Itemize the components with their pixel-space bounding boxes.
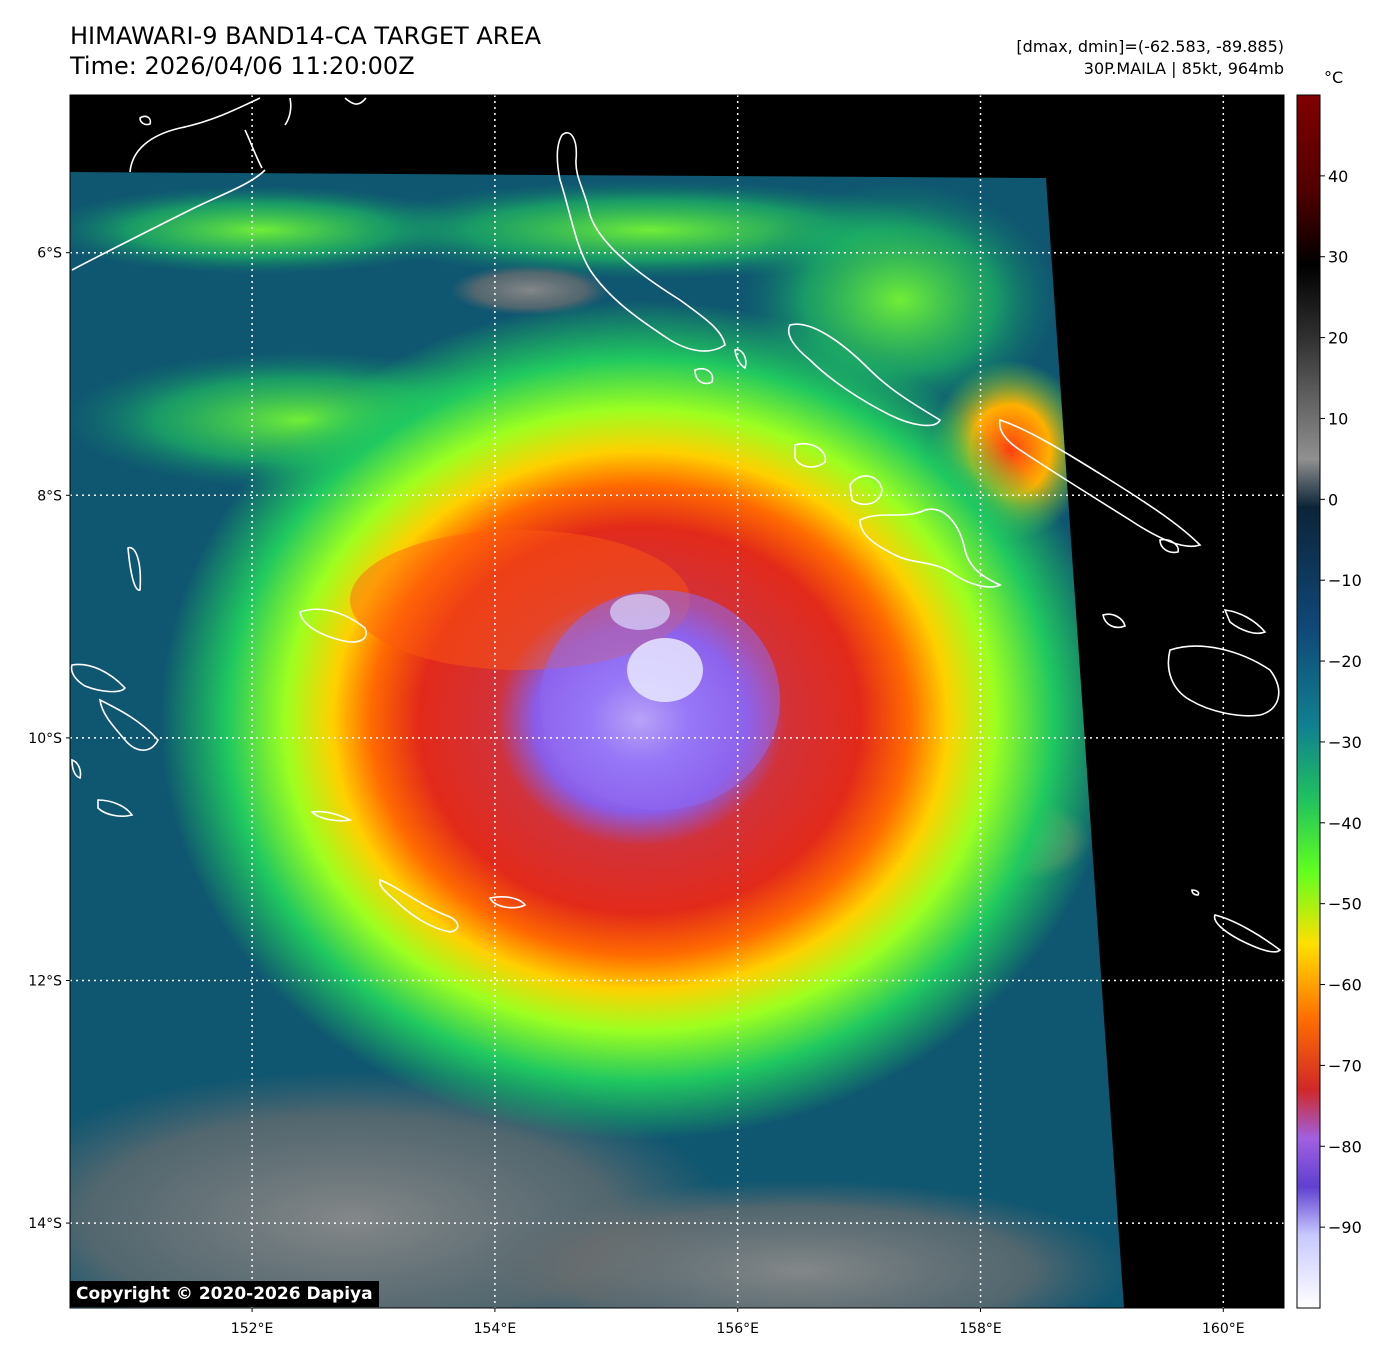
dmax-dmin-label: [dmax, dmin]=(-62.583, -89.885) <box>1016 37 1284 56</box>
storm-info-label: 30P.MAILA | 85kt, 964mb <box>1083 59 1284 78</box>
colorbar <box>1296 94 1321 1309</box>
colorbar-tick-label: −70 <box>1328 1056 1362 1075</box>
colorbar-ticks: 40 30 20 10 0 −10 −20 −30 −40 −50 −60 −70 −80 −90 <box>1320 167 1362 1237</box>
colorbar-tick-label: −10 <box>1328 571 1362 590</box>
colorbar-tick-label: 10 <box>1328 409 1348 428</box>
colorbar-tick-label: 0 <box>1328 490 1338 509</box>
lon-tick-label: 160°E <box>1202 1321 1245 1337</box>
colorbar-tick-label: −80 <box>1328 1137 1362 1156</box>
lon-tick-label: 152°E <box>231 1321 274 1337</box>
copyright-label: Copyright © 2020-2026 Dapiya <box>70 1281 379 1307</box>
lon-tick-label: 154°E <box>474 1321 517 1337</box>
lat-tick-label: 14°S <box>28 1216 62 1232</box>
colorbar-tick-label: −50 <box>1328 895 1362 914</box>
graticule <box>70 95 1284 1308</box>
colorbar-unit-label: °C <box>1324 68 1344 87</box>
coastlines <box>70 97 1282 953</box>
colorbar-tick-label: 20 <box>1328 329 1348 348</box>
lat-tick-label: 8°S <box>37 488 62 504</box>
colorbar-tick-label: −60 <box>1328 976 1362 995</box>
colorbar-tick-label: 30 <box>1328 248 1348 267</box>
lat-tick-label: 6°S <box>37 246 62 262</box>
imagery-swath <box>70 172 1124 1308</box>
lon-tick-label: 156°E <box>716 1321 759 1337</box>
lat-tick-label: 10°S <box>28 731 62 747</box>
colorbar-tick-label: −90 <box>1328 1218 1362 1237</box>
colorbar-tick-label: −20 <box>1328 652 1362 671</box>
title-line-2: Time: 2026/04/06 11:20:00Z <box>70 52 415 80</box>
lat-tick-label: 12°S <box>28 973 62 989</box>
lon-tick-label: 158°E <box>959 1321 1002 1337</box>
colorbar-tick-label: 40 <box>1328 167 1348 186</box>
title-line-1: HIMAWARI-9 BAND14-CA TARGET AREA <box>70 22 542 50</box>
longitude-labels: 152°E 154°E 156°E 158°E 160°E <box>231 1308 1245 1337</box>
colorbar-tick-label: −40 <box>1328 814 1362 833</box>
latitude-labels: 6°S 8°S 10°S 12°S 14°S <box>28 246 70 1232</box>
plot-frame <box>69 94 1285 1309</box>
colorbar-tick-label: −30 <box>1328 733 1362 752</box>
